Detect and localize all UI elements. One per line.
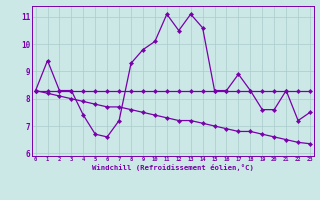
X-axis label: Windchill (Refroidissement éolien,°C): Windchill (Refroidissement éolien,°C) [92, 164, 254, 171]
